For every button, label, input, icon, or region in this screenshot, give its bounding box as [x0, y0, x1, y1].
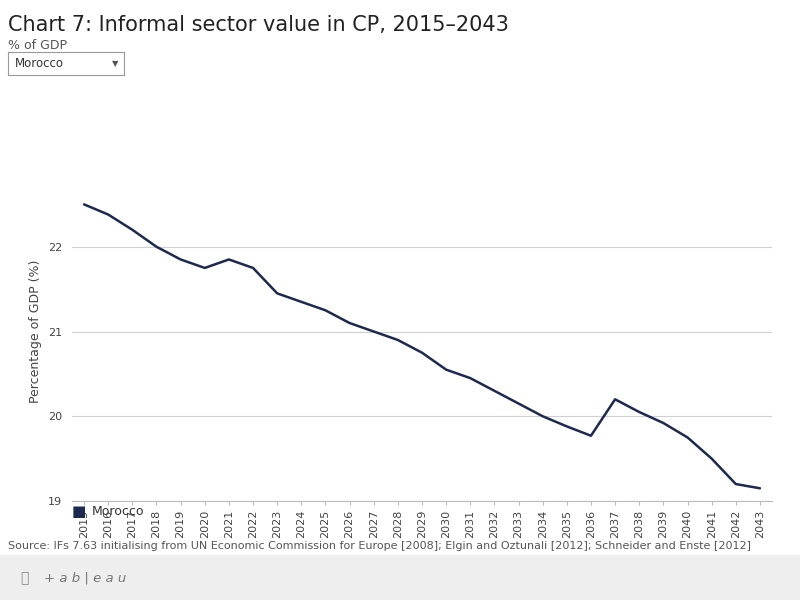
Text: Chart 7: Informal sector value in CP, 2015–2043: Chart 7: Informal sector value in CP, 20…: [8, 15, 509, 35]
Text: Morocco: Morocco: [15, 56, 64, 70]
Y-axis label: Percentage of GDP (%): Percentage of GDP (%): [30, 260, 42, 403]
Text: ■: ■: [72, 504, 86, 518]
Text: Source: IFs 7.63 initialising from UN Economic Commission for Europe [2008]; Elg: Source: IFs 7.63 initialising from UN Ec…: [8, 541, 751, 551]
Text: ▼: ▼: [111, 59, 118, 68]
Text: % of GDP: % of GDP: [8, 39, 67, 52]
Text: + a b | e a u: + a b | e a u: [44, 572, 126, 585]
Text: Morocco: Morocco: [92, 505, 145, 518]
Text: ⌸: ⌸: [20, 571, 28, 586]
